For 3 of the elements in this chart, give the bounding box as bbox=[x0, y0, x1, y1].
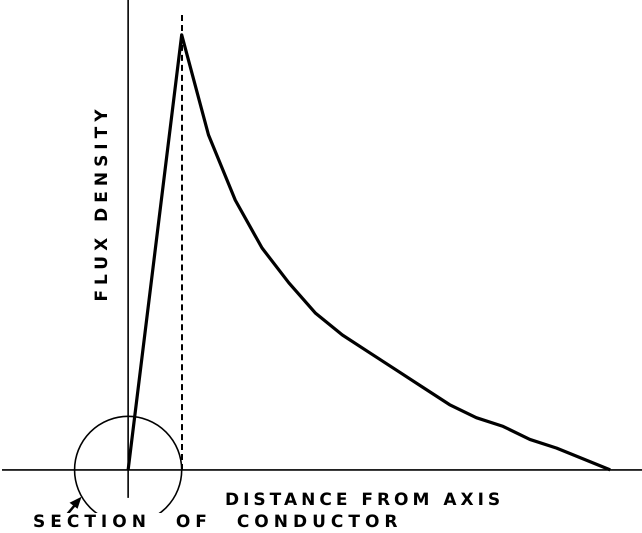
y-axis-title: FLUX DENSITY bbox=[92, 104, 112, 302]
text: SECTION OF CONDUCTOR bbox=[33, 512, 403, 532]
x-axis-title: DISTANCE FROM AXIS bbox=[225, 490, 504, 510]
